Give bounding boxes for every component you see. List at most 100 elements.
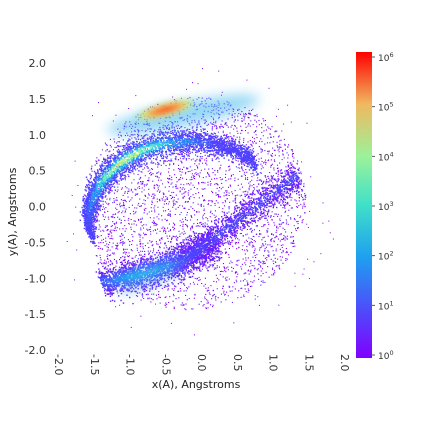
density-point bbox=[113, 198, 115, 200]
density-point bbox=[248, 110, 250, 112]
density-point bbox=[140, 234, 142, 236]
density-point bbox=[201, 188, 203, 190]
density-point bbox=[203, 254, 205, 256]
density-point bbox=[288, 144, 290, 146]
density-point bbox=[156, 172, 158, 174]
density-point bbox=[284, 148, 286, 150]
band-point bbox=[243, 145, 245, 148]
outlier-point bbox=[112, 120, 114, 122]
density-point bbox=[188, 131, 190, 133]
density-point bbox=[234, 177, 236, 179]
density-point bbox=[247, 282, 249, 284]
density-point bbox=[95, 209, 97, 211]
upper-arc-band bbox=[79, 121, 259, 247]
density-point bbox=[215, 274, 217, 276]
density-point bbox=[205, 264, 207, 266]
density-point bbox=[204, 121, 206, 123]
band-point bbox=[252, 151, 255, 153]
density-point bbox=[260, 261, 262, 263]
density-point bbox=[180, 154, 182, 156]
density-point bbox=[228, 278, 230, 280]
density-point bbox=[211, 168, 213, 170]
density-point bbox=[138, 233, 140, 235]
density-point bbox=[167, 227, 169, 229]
density-point bbox=[115, 221, 117, 223]
density-point bbox=[217, 202, 219, 204]
band-point bbox=[115, 168, 117, 170]
density-point bbox=[249, 285, 251, 287]
density-point bbox=[283, 157, 285, 159]
density-point bbox=[153, 158, 155, 160]
density-point bbox=[265, 176, 267, 178]
density-point bbox=[274, 257, 276, 259]
outlier-point bbox=[92, 242, 94, 244]
density-point bbox=[291, 242, 293, 244]
density-point bbox=[160, 131, 162, 133]
band-point bbox=[247, 147, 249, 149]
band-point bbox=[124, 174, 126, 176]
band-point bbox=[191, 140, 193, 143]
density-point bbox=[220, 227, 222, 229]
band-point bbox=[173, 144, 175, 146]
outlier-point bbox=[294, 285, 296, 287]
band-point bbox=[131, 162, 133, 165]
density-point bbox=[179, 288, 181, 290]
density-point bbox=[91, 167, 93, 169]
density-point bbox=[300, 171, 302, 173]
density-point bbox=[173, 191, 175, 193]
band-point bbox=[212, 135, 214, 138]
density-point bbox=[304, 198, 306, 200]
outlier-point bbox=[254, 295, 256, 297]
density-point bbox=[168, 213, 170, 215]
density-point bbox=[207, 289, 209, 291]
density-point bbox=[198, 211, 200, 213]
density-point bbox=[279, 220, 281, 222]
density-point bbox=[171, 237, 173, 239]
density-point bbox=[140, 257, 142, 259]
density-point bbox=[124, 177, 126, 179]
density-point bbox=[255, 222, 257, 224]
density-point bbox=[277, 149, 279, 151]
band-point bbox=[213, 142, 215, 145]
density-point bbox=[199, 123, 201, 125]
density-point bbox=[203, 129, 205, 131]
density-point bbox=[228, 243, 230, 245]
band-point bbox=[90, 238, 93, 240]
density-point bbox=[218, 266, 220, 268]
density-point bbox=[204, 283, 206, 285]
density-point bbox=[265, 162, 267, 164]
density-point bbox=[153, 248, 155, 250]
density-point bbox=[278, 135, 280, 137]
density-point bbox=[119, 204, 121, 206]
density-point bbox=[142, 181, 144, 183]
density-point bbox=[207, 242, 209, 244]
density-point bbox=[143, 144, 145, 146]
density-point bbox=[251, 229, 253, 231]
band-point bbox=[108, 190, 110, 193]
density-point bbox=[213, 178, 215, 180]
density-point bbox=[127, 174, 129, 176]
density-point bbox=[241, 144, 243, 146]
density-point bbox=[216, 127, 218, 129]
band-point bbox=[122, 164, 125, 166]
density-point bbox=[94, 164, 96, 166]
density-point bbox=[168, 178, 170, 180]
band-point bbox=[237, 148, 239, 150]
density-point bbox=[164, 297, 166, 299]
density-point bbox=[253, 240, 255, 242]
density-point bbox=[286, 221, 288, 223]
band-point bbox=[118, 150, 121, 152]
density-point bbox=[241, 162, 243, 164]
density-point bbox=[147, 134, 149, 136]
density-point bbox=[103, 165, 105, 167]
density-point bbox=[236, 248, 238, 250]
density-point bbox=[179, 169, 181, 171]
density-point bbox=[182, 224, 184, 226]
band-point bbox=[228, 147, 230, 149]
density-point bbox=[228, 254, 230, 256]
density-point bbox=[235, 166, 237, 168]
density-point bbox=[198, 303, 200, 305]
density-point bbox=[267, 187, 269, 189]
density-point bbox=[192, 281, 194, 283]
band-point bbox=[214, 142, 216, 144]
